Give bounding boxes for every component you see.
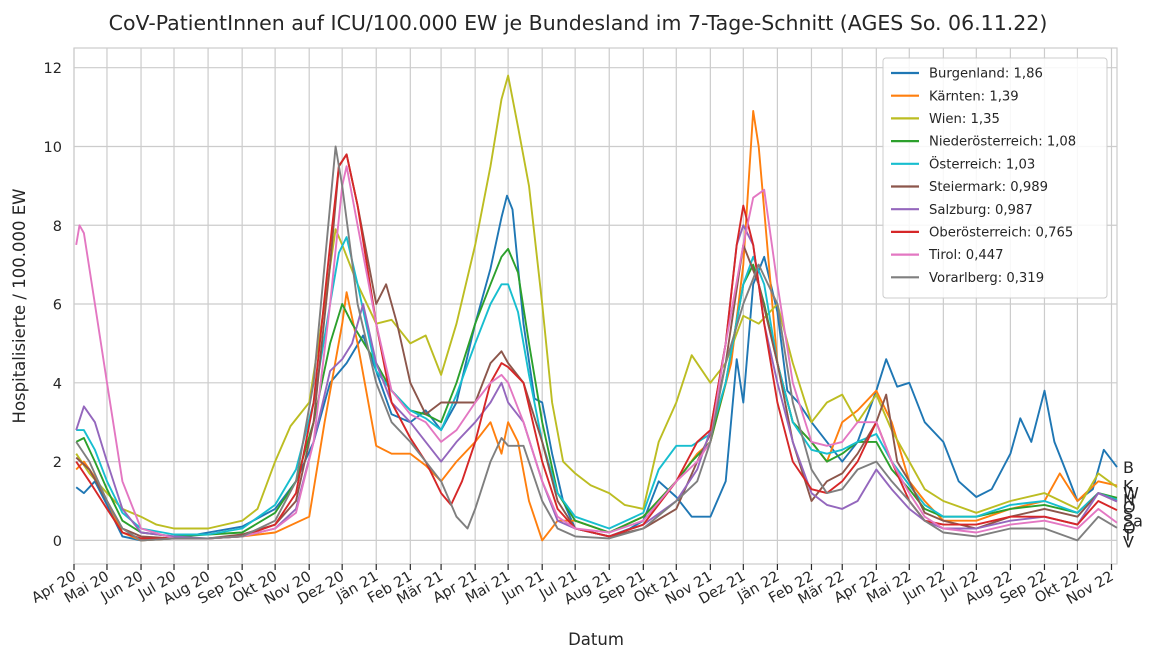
legend-entry: Vorarlberg: 0,319 [929, 271, 1044, 286]
y-tick-label: 6 [53, 298, 62, 314]
series-line [75, 165, 1118, 540]
legend-entry: Oberösterreich: 0,765 [929, 226, 1073, 241]
legend-entry: Tirol: 0,447 [928, 248, 1004, 263]
series-end-label: V [1123, 533, 1134, 552]
series-end-label: W [1123, 484, 1139, 503]
series-line [75, 74, 1118, 530]
series-end-label: T [1122, 526, 1133, 545]
series-line [75, 153, 1118, 540]
series-line [76, 236, 1118, 536]
series-line [75, 145, 1118, 542]
y-tick-label: 10 [44, 140, 62, 156]
y-tick-label: 4 [53, 376, 62, 392]
legend: Burgenland: 1,86 Kärnten: 1,39 Wien: 1,35 N… [882, 57, 1108, 299]
series-end-label: B [1123, 458, 1134, 477]
legend-entry: Kärnten: 1,39 [929, 89, 1019, 104]
y-tick-label: 2 [53, 455, 62, 471]
y-axis-ticks: 0 2 4 6 8 10 12 [44, 61, 62, 550]
series-lines [75, 74, 1118, 542]
series-end-label: K [1123, 477, 1134, 496]
legend-entry: Salzburg: 0,987 [929, 203, 1033, 218]
x-axis-label: Datum [568, 630, 624, 649]
series-line [75, 247, 1118, 538]
chart-title: CoV-PatientInnen auf ICU/100.000 EW je B… [109, 11, 1048, 35]
legend-entry: Burgenland: 1,86 [929, 67, 1043, 82]
series-line [75, 194, 1118, 542]
series-end-label: O [1123, 519, 1136, 538]
series-end-label: Sa [1123, 512, 1143, 531]
legend-entry: Österreich: 1,03 [929, 154, 1035, 172]
legend-entry: Niederösterreich: 1,08 [929, 135, 1076, 150]
series-end-label: S [1123, 505, 1133, 524]
y-axis-label: Hospitalisierte / 100.000 EW [10, 189, 29, 424]
legend-box [882, 57, 1108, 299]
y-tick-label: 8 [53, 219, 62, 235]
y-tick-label: 12 [44, 61, 62, 77]
y-tick-label: 0 [53, 534, 62, 550]
series-line [75, 224, 1118, 540]
series-end-label: N [1123, 491, 1135, 510]
series-end-label: Ö [1123, 498, 1136, 517]
legend-entry: Steiermark: 0,989 [929, 180, 1048, 195]
legend-entry: Wien: 1,35 [929, 112, 1000, 127]
